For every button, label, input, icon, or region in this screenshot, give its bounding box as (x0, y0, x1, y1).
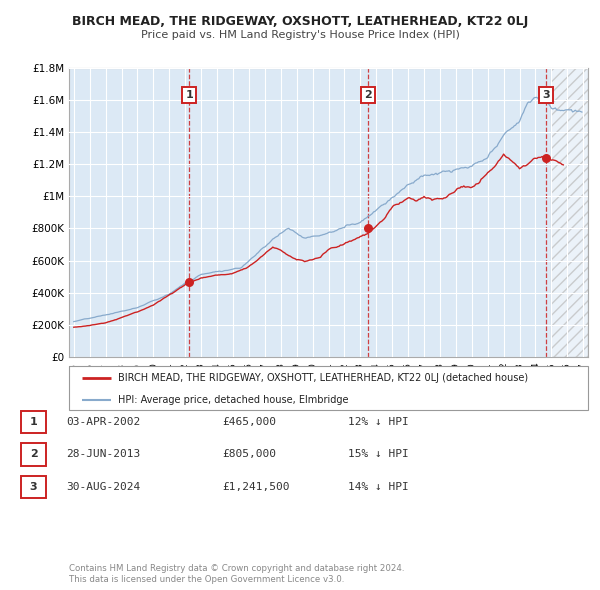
Text: £465,000: £465,000 (222, 417, 276, 427)
Text: This data is licensed under the Open Government Licence v3.0.: This data is licensed under the Open Gov… (69, 575, 344, 584)
Text: 1: 1 (185, 90, 193, 100)
Text: 3: 3 (542, 90, 550, 100)
Text: Price paid vs. HM Land Registry's House Price Index (HPI): Price paid vs. HM Land Registry's House … (140, 30, 460, 40)
Text: 2: 2 (30, 450, 37, 459)
Text: 14% ↓ HPI: 14% ↓ HPI (348, 482, 409, 491)
Text: Contains HM Land Registry data © Crown copyright and database right 2024.: Contains HM Land Registry data © Crown c… (69, 565, 404, 573)
Text: HPI: Average price, detached house, Elmbridge: HPI: Average price, detached house, Elmb… (118, 395, 349, 405)
Text: 1: 1 (30, 417, 37, 427)
Text: BIRCH MEAD, THE RIDGEWAY, OXSHOTT, LEATHERHEAD, KT22 0LJ (detached house): BIRCH MEAD, THE RIDGEWAY, OXSHOTT, LEATH… (118, 373, 529, 383)
Text: 2: 2 (364, 90, 372, 100)
Text: 15% ↓ HPI: 15% ↓ HPI (348, 450, 409, 459)
Text: £1,241,500: £1,241,500 (222, 482, 290, 491)
Text: 03-APR-2002: 03-APR-2002 (66, 417, 140, 427)
Text: 3: 3 (30, 482, 37, 491)
Text: 12% ↓ HPI: 12% ↓ HPI (348, 417, 409, 427)
Text: 30-AUG-2024: 30-AUG-2024 (66, 482, 140, 491)
Text: BIRCH MEAD, THE RIDGEWAY, OXSHOTT, LEATHERHEAD, KT22 0LJ: BIRCH MEAD, THE RIDGEWAY, OXSHOTT, LEATH… (72, 15, 528, 28)
Text: £805,000: £805,000 (222, 450, 276, 459)
FancyBboxPatch shape (69, 366, 588, 410)
Text: 28-JUN-2013: 28-JUN-2013 (66, 450, 140, 459)
